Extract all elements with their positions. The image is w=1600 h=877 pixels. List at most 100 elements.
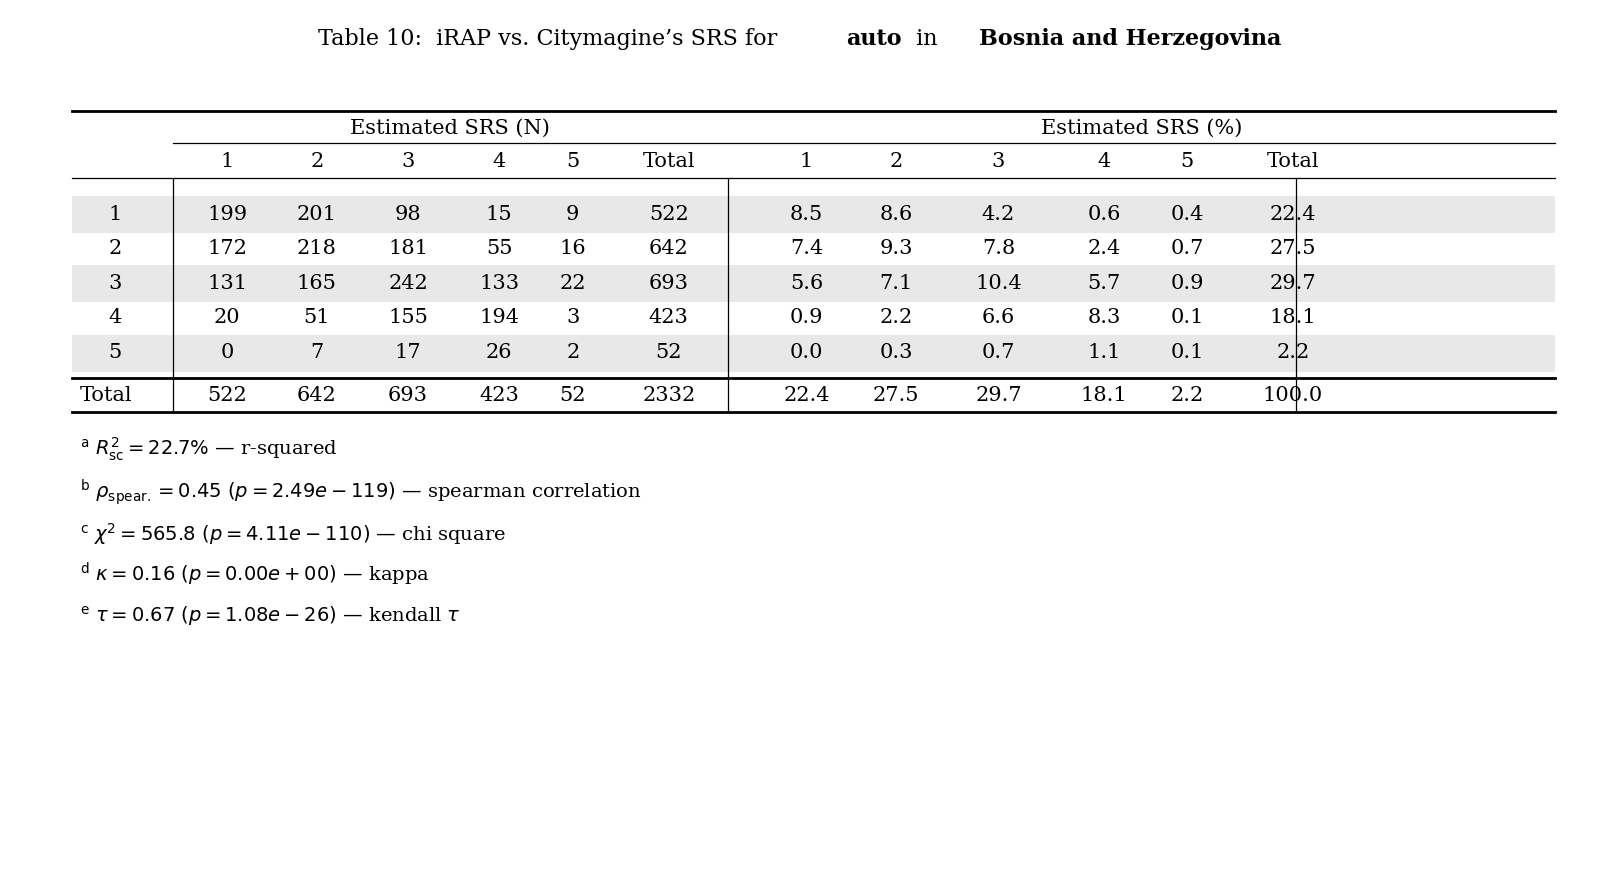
Text: 218: 218	[298, 239, 336, 258]
Text: Total: Total	[1267, 152, 1318, 171]
Text: 199: 199	[206, 204, 248, 224]
Text: 131: 131	[206, 274, 248, 293]
Text: 3: 3	[566, 308, 579, 327]
Text: 642: 642	[650, 239, 688, 258]
Text: 4: 4	[1098, 152, 1110, 171]
Text: 2.2: 2.2	[1171, 386, 1203, 405]
Text: 2: 2	[566, 343, 579, 362]
Text: 52: 52	[656, 343, 682, 362]
Text: 4: 4	[493, 152, 506, 171]
Text: 0.1: 0.1	[1171, 343, 1203, 362]
Text: 22.4: 22.4	[1269, 204, 1317, 224]
Text: 1: 1	[800, 152, 813, 171]
Text: 18.1: 18.1	[1269, 308, 1317, 327]
Text: 9.3: 9.3	[880, 239, 912, 258]
Text: 5.7: 5.7	[1088, 274, 1120, 293]
Text: 18.1: 18.1	[1080, 386, 1128, 405]
Text: 7.4: 7.4	[790, 239, 822, 258]
Text: 0.3: 0.3	[880, 343, 912, 362]
Text: Total: Total	[643, 152, 694, 171]
Text: 0.4: 0.4	[1171, 204, 1203, 224]
Text: 8.6: 8.6	[880, 204, 912, 224]
Text: 1: 1	[221, 152, 234, 171]
Text: 165: 165	[298, 274, 336, 293]
Text: auto: auto	[846, 27, 902, 50]
Text: 4.2: 4.2	[982, 204, 1014, 224]
Text: 2332: 2332	[642, 386, 696, 405]
Text: 9: 9	[566, 204, 579, 224]
Text: 181: 181	[387, 239, 429, 258]
Text: $^{\mathrm{c}}$ $\chi^{2} = 565.8$ $(p = 4.11e - 110)$ — chi square: $^{\mathrm{c}}$ $\chi^{2} = 565.8$ $(p =…	[80, 520, 506, 546]
Text: 16: 16	[560, 239, 586, 258]
Text: 3: 3	[402, 152, 414, 171]
Text: 15: 15	[486, 204, 512, 224]
Text: 201: 201	[298, 204, 338, 224]
Text: Total: Total	[80, 386, 133, 405]
Text: 423: 423	[480, 386, 518, 405]
Text: 522: 522	[208, 386, 246, 405]
Text: 4: 4	[109, 308, 122, 327]
Text: 17: 17	[395, 343, 421, 362]
Text: 0.9: 0.9	[790, 308, 822, 327]
Text: 29.7: 29.7	[974, 386, 1022, 405]
Text: 0.6: 0.6	[1088, 204, 1120, 224]
Text: 8.3: 8.3	[1088, 308, 1120, 327]
Text: 5: 5	[1181, 152, 1194, 171]
Text: 2: 2	[310, 152, 323, 171]
Text: 5: 5	[566, 152, 579, 171]
Text: 0.9: 0.9	[1171, 274, 1203, 293]
Text: 100.0: 100.0	[1262, 386, 1323, 405]
Text: 0: 0	[221, 343, 234, 362]
Text: 1.1: 1.1	[1088, 343, 1120, 362]
Text: 172: 172	[208, 239, 246, 258]
Text: 0.0: 0.0	[790, 343, 822, 362]
Text: 52: 52	[560, 386, 586, 405]
Text: 7: 7	[310, 343, 323, 362]
Text: 2: 2	[109, 239, 122, 258]
Text: $^{\mathrm{d}}$ $\kappa = 0.16$ $(p = 0.00e + 00)$ — kappa: $^{\mathrm{d}}$ $\kappa = 0.16$ $(p = 0.…	[80, 560, 430, 587]
Text: 2.2: 2.2	[1277, 343, 1309, 362]
Text: 7.8: 7.8	[982, 239, 1014, 258]
Text: 155: 155	[389, 308, 427, 327]
Text: Estimated SRS (%): Estimated SRS (%)	[1042, 118, 1242, 138]
Text: 2.2: 2.2	[880, 308, 912, 327]
Text: 22: 22	[560, 274, 586, 293]
Text: 29.7: 29.7	[1269, 274, 1317, 293]
Text: 55: 55	[486, 239, 512, 258]
Text: 8.5: 8.5	[790, 204, 822, 224]
Text: 51: 51	[304, 308, 330, 327]
Text: 642: 642	[298, 386, 336, 405]
Text: 242: 242	[389, 274, 427, 293]
Text: 27.5: 27.5	[1269, 239, 1317, 258]
Text: in: in	[901, 27, 952, 50]
Text: $^{\mathrm{b}}$ $\rho_{\mathrm{spear.}} = 0.45$ $(p = 2.49e - 119)$ — spearman c: $^{\mathrm{b}}$ $\rho_{\mathrm{spear.}} …	[80, 476, 642, 506]
Text: $^{\mathrm{a}}$ $R^{2}_{\mathrm{sc}} = 22.7\%$ — r-squared: $^{\mathrm{a}}$ $R^{2}_{\mathrm{sc}} = 2…	[80, 435, 338, 463]
Text: 522: 522	[650, 204, 688, 224]
Text: 0.1: 0.1	[1171, 308, 1203, 327]
Text: 194: 194	[480, 308, 518, 327]
Text: 26: 26	[486, 343, 512, 362]
Text: 1: 1	[109, 204, 122, 224]
Text: $^{\mathrm{e}}$ $\tau = 0.67$ $(p = 1.08e - 26)$ — kendall $\tau$: $^{\mathrm{e}}$ $\tau = 0.67$ $(p = 1.08…	[80, 603, 461, 628]
Text: 0.7: 0.7	[982, 343, 1014, 362]
Text: Table 10:  iRAP vs. Citymagine’s SRS for: Table 10: iRAP vs. Citymagine’s SRS for	[318, 27, 784, 50]
Text: 133: 133	[478, 274, 520, 293]
Text: 3: 3	[992, 152, 1005, 171]
Text: 423: 423	[650, 308, 688, 327]
Text: 7.1: 7.1	[880, 274, 912, 293]
Text: Bosnia and Herzegovina: Bosnia and Herzegovina	[979, 27, 1282, 50]
Text: 22.4: 22.4	[782, 386, 830, 405]
Text: 20: 20	[214, 308, 240, 327]
Text: 5.6: 5.6	[790, 274, 822, 293]
Text: 10.4: 10.4	[974, 274, 1022, 293]
Text: 693: 693	[387, 386, 429, 405]
Text: 693: 693	[650, 274, 688, 293]
Text: Estimated SRS (N): Estimated SRS (N)	[350, 118, 550, 138]
Text: 98: 98	[395, 204, 421, 224]
Text: 27.5: 27.5	[872, 386, 920, 405]
Text: 5: 5	[109, 343, 122, 362]
Text: 2.4: 2.4	[1088, 239, 1120, 258]
Text: 3: 3	[109, 274, 122, 293]
Text: 2: 2	[890, 152, 902, 171]
Text: 0.7: 0.7	[1171, 239, 1203, 258]
